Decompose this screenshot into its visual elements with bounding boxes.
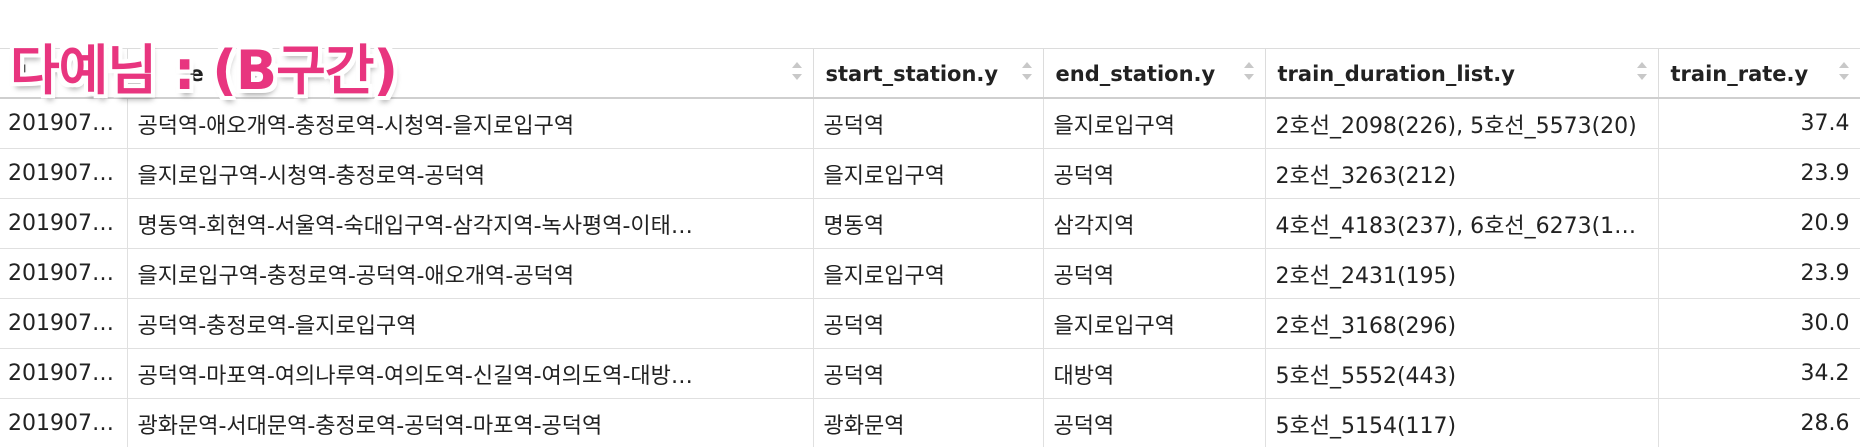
sort-arrows-icon[interactable] bbox=[1838, 62, 1850, 80]
cell-route: 공덕역-애오개역-충정로역-시청역-을지로입구역 bbox=[127, 98, 813, 149]
cell-route: 명동역-회현역-서울역-숙대입구역-삼각지역-녹사평역-이태… bbox=[127, 199, 813, 249]
table-body: 20190702 공덕역-애오개역-충정로역-시청역-을지로입구역 공덕역 을지… bbox=[0, 98, 1860, 447]
cell-duration: 5호선_5154(117) bbox=[1265, 399, 1658, 447]
cell-date: 20190726 bbox=[0, 349, 127, 399]
table-row[interactable]: 20190708 을지로입구역-충정로역-공덕역-애오개역-공덕역 을지로입구역… bbox=[0, 249, 1860, 299]
cell-start-station: 을지로입구역 bbox=[813, 149, 1043, 199]
cell-end-station: 을지로입구역 bbox=[1043, 98, 1265, 149]
table-row[interactable]: 20190731 광화문역-서대문역-충정로역-공덕역-마포역-공덕역 광화문역… bbox=[0, 399, 1860, 447]
sort-arrows-icon[interactable] bbox=[1636, 62, 1648, 80]
table-row[interactable]: 20190715 공덕역-충정로역-을지로입구역 공덕역 을지로입구역 2호선_… bbox=[0, 299, 1860, 349]
cell-start-station: 공덕역 bbox=[813, 98, 1043, 149]
cell-duration: 4호선_4183(237), 6호선_6273(116) bbox=[1265, 199, 1658, 249]
cell-rate: 34.2 bbox=[1658, 349, 1860, 399]
table-row[interactable]: 20190705 명동역-회현역-서울역-숙대입구역-삼각지역-녹사평역-이태…… bbox=[0, 199, 1860, 249]
cell-duration: 2호선_2098(226), 5호선_5573(20) bbox=[1265, 98, 1658, 149]
cell-duration: 5호선_5552(443) bbox=[1265, 349, 1658, 399]
cell-date: 20190702 bbox=[0, 149, 127, 199]
cell-start-station: 공덕역 bbox=[813, 299, 1043, 349]
overlay-title: 다예님 : (B구간) bbox=[10, 26, 397, 105]
sort-arrows-icon[interactable] bbox=[1021, 62, 1033, 80]
column-header-start-station[interactable]: start_station.y bbox=[813, 49, 1043, 98]
cell-rate: 23.9 bbox=[1658, 149, 1860, 199]
cell-duration: 2호선_3263(212) bbox=[1265, 149, 1658, 199]
table-row[interactable]: 20190702 을지로입구역-시청역-충정로역-공덕역 을지로입구역 공덕역 … bbox=[0, 149, 1860, 199]
cell-rate: 28.6 bbox=[1658, 399, 1860, 447]
cell-route: 공덕역-마포역-여의나루역-여의도역-신길역-여의도역-대방… bbox=[127, 349, 813, 399]
cell-end-station: 을지로입구역 bbox=[1043, 299, 1265, 349]
cell-start-station: 을지로입구역 bbox=[813, 249, 1043, 299]
cell-date: 20190715 bbox=[0, 299, 127, 349]
cell-rate: 30.0 bbox=[1658, 299, 1860, 349]
cell-start-station: 공덕역 bbox=[813, 349, 1043, 399]
cell-end-station: 공덕역 bbox=[1043, 399, 1265, 447]
cell-start-station: 광화문역 bbox=[813, 399, 1043, 447]
cell-end-station: 삼각지역 bbox=[1043, 199, 1265, 249]
cell-duration: 2호선_2431(195) bbox=[1265, 249, 1658, 299]
cell-route: 을지로입구역-충정로역-공덕역-애오개역-공덕역 bbox=[127, 249, 813, 299]
cell-rate: 37.4 bbox=[1658, 98, 1860, 149]
cell-route: 광화문역-서대문역-충정로역-공덕역-마포역-공덕역 bbox=[127, 399, 813, 447]
cell-date: 20190705 bbox=[0, 199, 127, 249]
cell-date: 20190702 bbox=[0, 98, 127, 149]
cell-duration: 2호선_3168(296) bbox=[1265, 299, 1658, 349]
column-header-train-duration-list[interactable]: train_duration_list.y bbox=[1265, 49, 1658, 98]
cell-start-station: 명동역 bbox=[813, 199, 1043, 249]
table-row[interactable]: 20190702 공덕역-애오개역-충정로역-시청역-을지로입구역 공덕역 을지… bbox=[0, 98, 1860, 149]
data-table: d e start_station.y end_station.y train_… bbox=[0, 49, 1860, 447]
column-header-train-rate[interactable]: train_rate.y bbox=[1658, 49, 1860, 98]
column-header-label: train_duration_list.y bbox=[1278, 60, 1515, 86]
data-table-container: d e start_station.y end_station.y train_… bbox=[0, 48, 1860, 447]
sort-arrows-icon[interactable] bbox=[1243, 62, 1255, 80]
cell-rate: 20.9 bbox=[1658, 199, 1860, 249]
cell-date: 20190731 bbox=[0, 399, 127, 447]
cell-route: 을지로입구역-시청역-충정로역-공덕역 bbox=[127, 149, 813, 199]
sort-arrows-icon[interactable] bbox=[791, 62, 803, 80]
cell-end-station: 대방역 bbox=[1043, 349, 1265, 399]
column-header-label: train_rate.y bbox=[1671, 60, 1809, 86]
cell-end-station: 공덕역 bbox=[1043, 249, 1265, 299]
column-header-label: start_station.y bbox=[826, 60, 999, 86]
cell-end-station: 공덕역 bbox=[1043, 149, 1265, 199]
column-header-end-station[interactable]: end_station.y bbox=[1043, 49, 1265, 98]
cell-date: 20190708 bbox=[0, 249, 127, 299]
cell-rate: 23.9 bbox=[1658, 249, 1860, 299]
cell-route: 공덕역-충정로역-을지로입구역 bbox=[127, 299, 813, 349]
table-row[interactable]: 20190726 공덕역-마포역-여의나루역-여의도역-신길역-여의도역-대방…… bbox=[0, 349, 1860, 399]
column-header-label: end_station.y bbox=[1056, 60, 1216, 86]
